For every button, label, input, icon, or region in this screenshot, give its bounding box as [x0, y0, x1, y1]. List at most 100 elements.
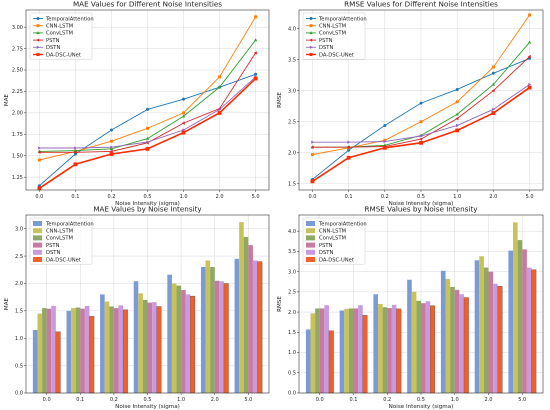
bar [100, 294, 105, 393]
bar [493, 283, 498, 393]
legend-swatch [306, 257, 315, 262]
data-point [419, 140, 423, 145]
bar [497, 286, 503, 394]
legend-label: ConvLSTM [319, 31, 346, 37]
bar [488, 271, 494, 393]
data-point [383, 123, 387, 127]
data-point [347, 140, 351, 144]
chart-panel-1: MAE Values for Different Noise Intensiti… [4, 0, 270, 207]
legend-label: TemporalAttention [45, 16, 94, 22]
y-tick-label: 2.0 [288, 150, 296, 156]
data-point [491, 111, 496, 115]
bar [75, 307, 81, 393]
bar [122, 309, 128, 394]
legend-label: TemporalAttention [318, 221, 367, 227]
bar [362, 315, 368, 394]
bar [382, 307, 388, 393]
data-point [491, 71, 495, 75]
bar [508, 250, 514, 393]
legend-swatch [33, 249, 42, 255]
legend-box [29, 217, 93, 265]
data-point [527, 54, 531, 59]
legend-swatch [306, 249, 315, 255]
bar [89, 316, 95, 394]
legend-marker [36, 53, 40, 56]
plot-frame [298, 9, 544, 191]
x-axis-label: Noise Intensity (sigma) [115, 201, 180, 207]
bar [243, 236, 249, 393]
legend-label: TemporalAttention [45, 221, 94, 227]
data-point [37, 186, 42, 191]
bar [257, 261, 263, 394]
x-tick-label: 0.5 [144, 397, 152, 403]
bar [319, 308, 325, 393]
y-tick-label: 2.00 [12, 111, 23, 117]
legend-marker [309, 53, 313, 56]
data-point [455, 112, 459, 116]
x-tick-label: 0.2 [107, 194, 115, 200]
y-tick-label: 1.5 [288, 330, 296, 336]
bar [310, 313, 316, 393]
plot-frame [25, 9, 270, 191]
chart-panel-4: RMSE Values by Noise Intensity 0.0 0.5 1.0 1… [277, 205, 544, 410]
bar [147, 302, 153, 393]
data-point [37, 150, 41, 154]
bar [167, 274, 172, 393]
legend-label: DA-DSC-UNet [46, 52, 81, 58]
data-point [38, 146, 42, 150]
bar [214, 280, 220, 393]
y-tick-label: 2.75 [12, 46, 23, 52]
x-tick-label: 0.1 [71, 194, 79, 200]
data-point [382, 145, 387, 150]
bar [513, 222, 518, 393]
data-point [73, 162, 78, 167]
bar [526, 267, 532, 393]
data-point [383, 139, 387, 144]
bar [454, 289, 460, 393]
bar [142, 299, 148, 393]
bar [252, 260, 258, 393]
data-point [109, 128, 113, 132]
legend-marker [309, 45, 313, 49]
y-tick-label: 3.0 [288, 88, 296, 94]
x-tick-label: 2.0 [211, 397, 219, 403]
data-point [182, 97, 186, 101]
data-point [310, 145, 314, 149]
legend: TemporalAttention CNN-LSTMConvLSTMPSTNDST… [302, 12, 367, 60]
chart-panel-2: RMSE Values for Different Noise Intensit… [277, 0, 544, 207]
data-point [491, 65, 495, 69]
y-tick-label: 2.0 [15, 281, 23, 287]
bar [55, 331, 61, 394]
y-tick-label: 1.25 [12, 175, 23, 181]
data-point [527, 85, 532, 90]
x-tick-label: 2.0 [489, 194, 497, 200]
legend-box [302, 217, 366, 265]
chart-title: MAE Values for Different Noise Intensiti… [73, 0, 222, 9]
x-tick-label: 5.0 [244, 397, 252, 403]
bar [324, 305, 329, 393]
bar [190, 295, 196, 394]
bar [248, 245, 253, 393]
bar [109, 306, 114, 393]
y-tick-label: 2.0 [288, 310, 296, 316]
x-tick-label: 1.0 [177, 397, 185, 403]
bar [223, 283, 229, 394]
data-point [310, 153, 314, 157]
data-point [253, 51, 257, 55]
bar [113, 308, 119, 393]
bar [353, 308, 359, 393]
x-tick-label: 1.0 [180, 194, 188, 200]
data-point [181, 130, 186, 135]
legend-marker [36, 38, 40, 42]
chart-title: RMSE Values for Different Noise Intensit… [344, 0, 498, 9]
legend-box [29, 12, 93, 60]
legend-label: ConvLSTM [46, 236, 73, 242]
legend-box [302, 12, 366, 60]
x-axis-label: Noise Intensity (sigma) [389, 201, 454, 207]
legend-label: DA-DSC-UNet [319, 257, 354, 263]
plot-frame [25, 214, 270, 394]
data-point [73, 150, 77, 154]
x-tick-label: 5.0 [252, 194, 260, 200]
x-tick-label: 0.0 [35, 194, 43, 200]
bar [358, 305, 363, 393]
